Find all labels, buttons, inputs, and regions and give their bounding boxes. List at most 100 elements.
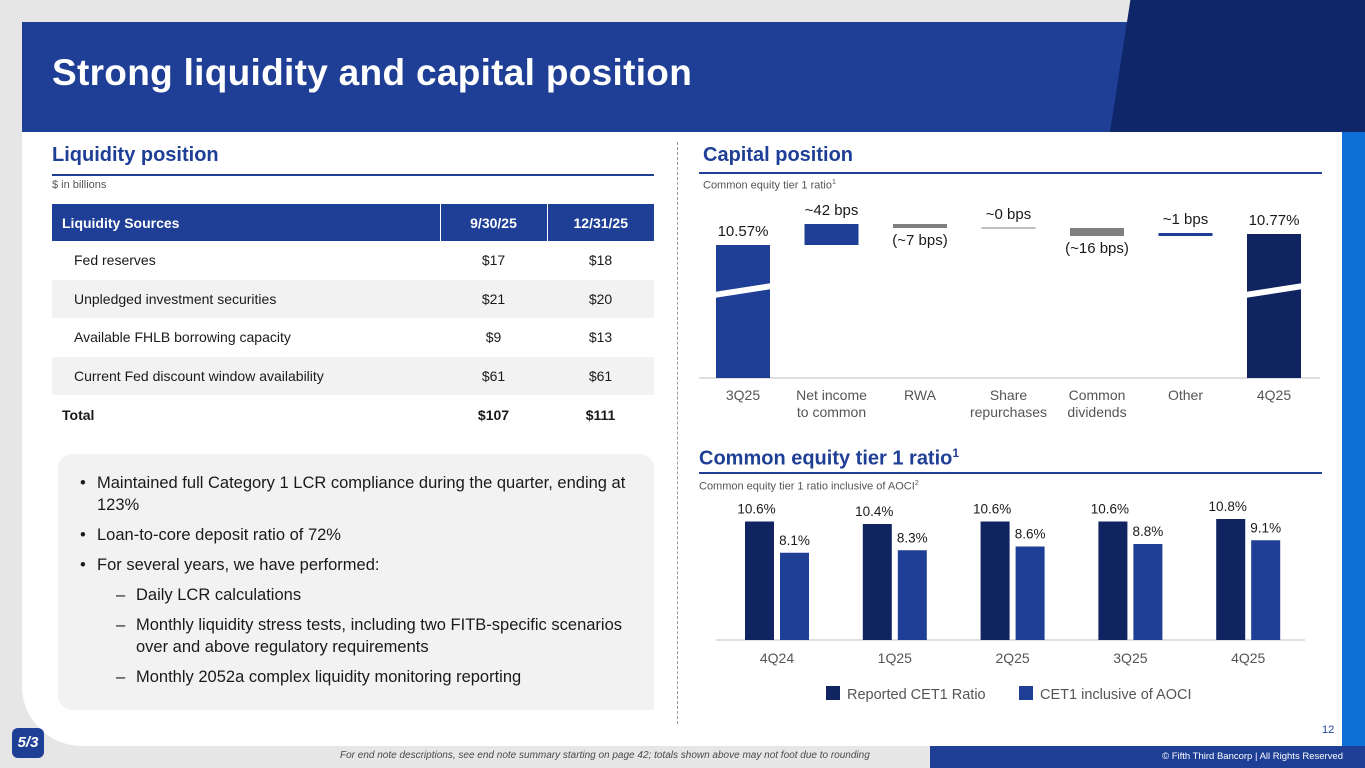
- table-row: Current Fed discount window availability…: [52, 356, 654, 396]
- data-label: 8.6%: [1015, 527, 1046, 542]
- bar-aoci: [1015, 546, 1045, 640]
- cet1-section-title: Common equity tier 1 ratio1: [699, 446, 959, 471]
- data-label: 10.8%: [1209, 499, 1247, 514]
- table-header-row: Liquidity Sources 9/30/25 12/31/25: [52, 204, 654, 241]
- data-label: 10.4%: [855, 504, 893, 519]
- legend-label: CET1 inclusive of AOCI: [1040, 687, 1192, 703]
- table-cell: $20: [547, 279, 654, 319]
- bar-aoci: [897, 550, 927, 640]
- table-row: Fed reserves $17 $18: [52, 241, 654, 280]
- header-accent: [1110, 0, 1365, 132]
- bar-increase: [1158, 233, 1213, 236]
- company-logo: 5/3: [12, 728, 44, 758]
- bullet-list: Maintained full Category 1 LCR complianc…: [80, 472, 650, 696]
- liquidity-rule: [52, 174, 654, 176]
- bar-aoci: [1251, 540, 1281, 640]
- liquidity-table: Liquidity Sources 9/30/25 12/31/25 Fed r…: [52, 204, 654, 434]
- legend-label: Reported CET1 Ratio: [847, 687, 986, 703]
- sub-bullet-item: Daily LCR calculations: [80, 584, 650, 606]
- table-cell: $17: [481, 252, 506, 269]
- bar-reported: [980, 521, 1010, 640]
- footnote-marker: 2: [914, 480, 919, 487]
- data-label: (~16 bps): [1065, 240, 1129, 257]
- legend-swatch: [1019, 686, 1033, 700]
- section-divider: [677, 142, 678, 724]
- footnote-marker: 1: [832, 179, 836, 186]
- axis-break-mark: [1245, 283, 1303, 298]
- tick-label: 4Q25: [1231, 650, 1265, 666]
- table-cell: Fed reserves: [74, 252, 156, 269]
- tick-label: 2Q25: [995, 650, 1029, 666]
- data-label: (~7 bps): [892, 232, 947, 249]
- data-label: 10.6%: [973, 502, 1011, 517]
- table-cell: Total: [62, 406, 95, 423]
- tick-label: to common: [797, 404, 866, 420]
- bar-reported: [1098, 521, 1128, 640]
- tick-label: 4Q24: [760, 650, 794, 666]
- table-cell: $111: [585, 406, 616, 423]
- capital-subnote: Common equity tier 1 ratio1: [703, 179, 836, 192]
- tick-label: 3Q25: [726, 387, 760, 403]
- tick-label: Share: [990, 387, 1028, 403]
- tick-label: Net income: [796, 387, 867, 403]
- table-cell: Unpledged investment securities: [52, 279, 440, 319]
- tick-label: repurchases: [970, 404, 1047, 420]
- bar-increase: [804, 224, 859, 245]
- table-total-row: Total $107 $111: [52, 395, 654, 434]
- data-label: 8.8%: [1133, 524, 1164, 539]
- table-cell: $61: [547, 356, 654, 396]
- tick-label: 4Q25: [1257, 387, 1291, 403]
- bullet-item: Maintained full Category 1 LCR complianc…: [80, 472, 650, 516]
- footer-note: For end note descriptions, see end note …: [340, 750, 870, 761]
- liquidity-section-title: Liquidity position: [52, 144, 219, 166]
- tick-label: 3Q25: [1113, 650, 1147, 666]
- copyright: © Fifth Third Bancorp | All Rights Reser…: [1162, 751, 1343, 762]
- table-cell: Current Fed discount window availability: [52, 356, 440, 396]
- axis-break-mark: [714, 283, 772, 298]
- bar-reported: [745, 521, 774, 640]
- table-header: 12/31/25: [546, 204, 654, 241]
- table-row: Available FHLB borrowing capacity $9 $13: [52, 318, 654, 357]
- tick-label: Common: [1069, 387, 1126, 403]
- table-cell: $21: [440, 279, 547, 319]
- table-cell: $107: [477, 406, 510, 423]
- table-header: 9/30/25: [439, 204, 547, 241]
- bar-start: [716, 245, 770, 378]
- capital-rule: [699, 172, 1322, 174]
- table-row: Unpledged investment securities $21 $20: [52, 279, 654, 319]
- bar-aoci: [780, 552, 809, 640]
- bullet-item: For several years, we have performed:: [80, 554, 650, 576]
- bar-end: [1247, 234, 1301, 378]
- bar-decrease: [893, 224, 947, 228]
- data-label: 8.1%: [779, 533, 810, 548]
- bar-reported: [1216, 519, 1246, 640]
- data-label: 10.77%: [1249, 212, 1300, 229]
- capital-section-title: Capital position: [703, 144, 853, 166]
- sub-bullet-item: Monthly 2052a complex liquidity monitori…: [80, 666, 650, 688]
- table-cell: $9: [485, 329, 502, 346]
- accent-strip: [1342, 0, 1365, 768]
- footnote-marker: 1: [952, 446, 960, 460]
- cet1-section-title-text: Common equity tier 1 ratio: [699, 447, 953, 470]
- data-label: 10.6%: [737, 502, 775, 517]
- table-cell: $61: [440, 356, 547, 396]
- bar-reported: [862, 524, 892, 640]
- sub-bullet-item: Monthly liquidity stress tests, includin…: [80, 614, 650, 658]
- table-cell: Available FHLB borrowing capacity: [74, 329, 291, 346]
- cet1-rule: [699, 472, 1322, 474]
- tick-label: RWA: [904, 387, 937, 403]
- bar-decrease: [1070, 228, 1124, 236]
- table-cell: $13: [588, 329, 613, 346]
- page-number: 12: [1322, 724, 1335, 736]
- bullet-item: Loan-to-core deposit ratio of 72%: [80, 524, 650, 546]
- data-label: ~0 bps: [986, 206, 1031, 223]
- page-title: Strong liquidity and capital position: [52, 52, 693, 93]
- cet1-subnote: Common equity tier 1 ratio inclusive of …: [699, 480, 919, 493]
- tick-label: dividends: [1067, 404, 1126, 420]
- bar-aoci: [1133, 544, 1163, 640]
- cet1-subnote-text: Common equity tier 1 ratio inclusive of …: [699, 480, 915, 493]
- legend-swatch: [826, 686, 840, 700]
